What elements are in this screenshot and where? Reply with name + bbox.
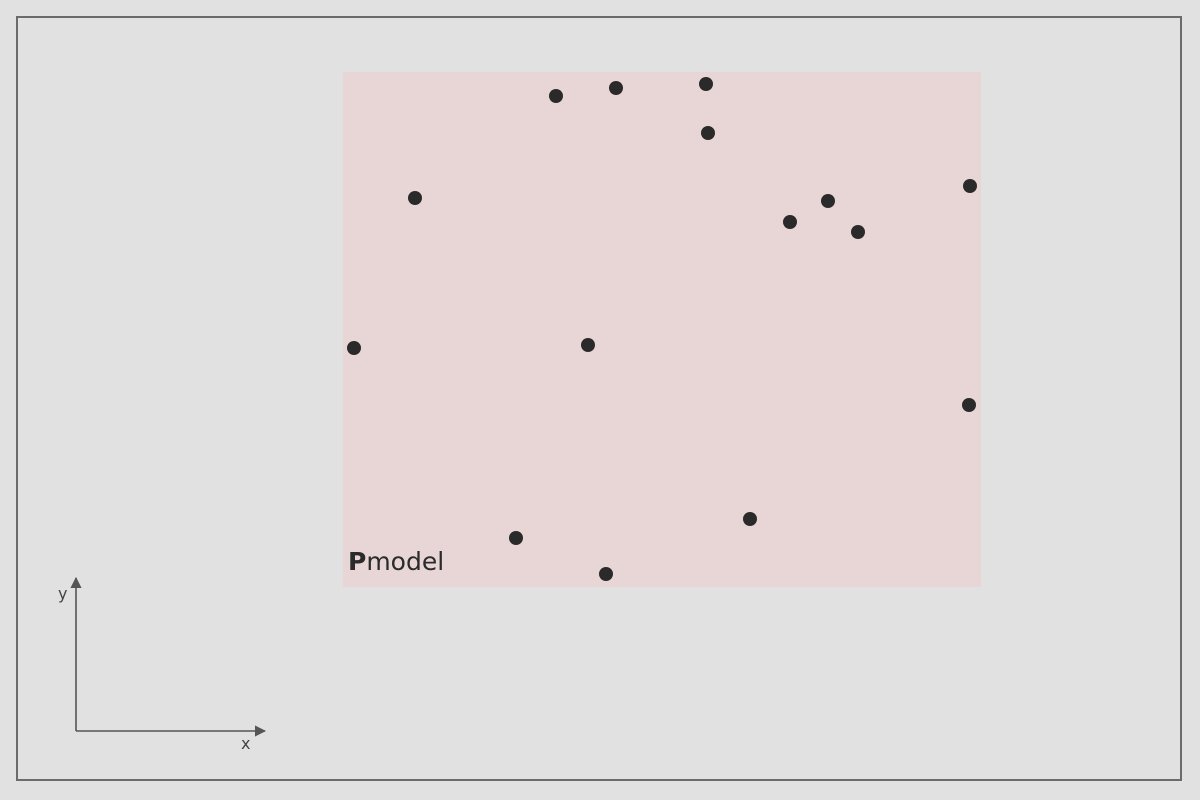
point — [408, 191, 422, 205]
point — [599, 567, 613, 581]
point — [699, 77, 713, 91]
point — [347, 341, 361, 355]
point — [743, 512, 757, 526]
region-label: Pmodel — [348, 547, 444, 577]
point — [963, 179, 977, 193]
point — [701, 126, 715, 140]
point — [609, 81, 623, 95]
pmodel-region — [343, 72, 981, 587]
point — [821, 194, 835, 208]
point — [581, 338, 595, 352]
y-axis-label: y — [58, 585, 67, 603]
x-axis-label: x — [241, 735, 250, 753]
point — [962, 398, 976, 412]
point — [851, 225, 865, 239]
point — [783, 215, 797, 229]
point — [509, 531, 523, 545]
axes-indicator — [76, 578, 265, 731]
point — [549, 89, 563, 103]
